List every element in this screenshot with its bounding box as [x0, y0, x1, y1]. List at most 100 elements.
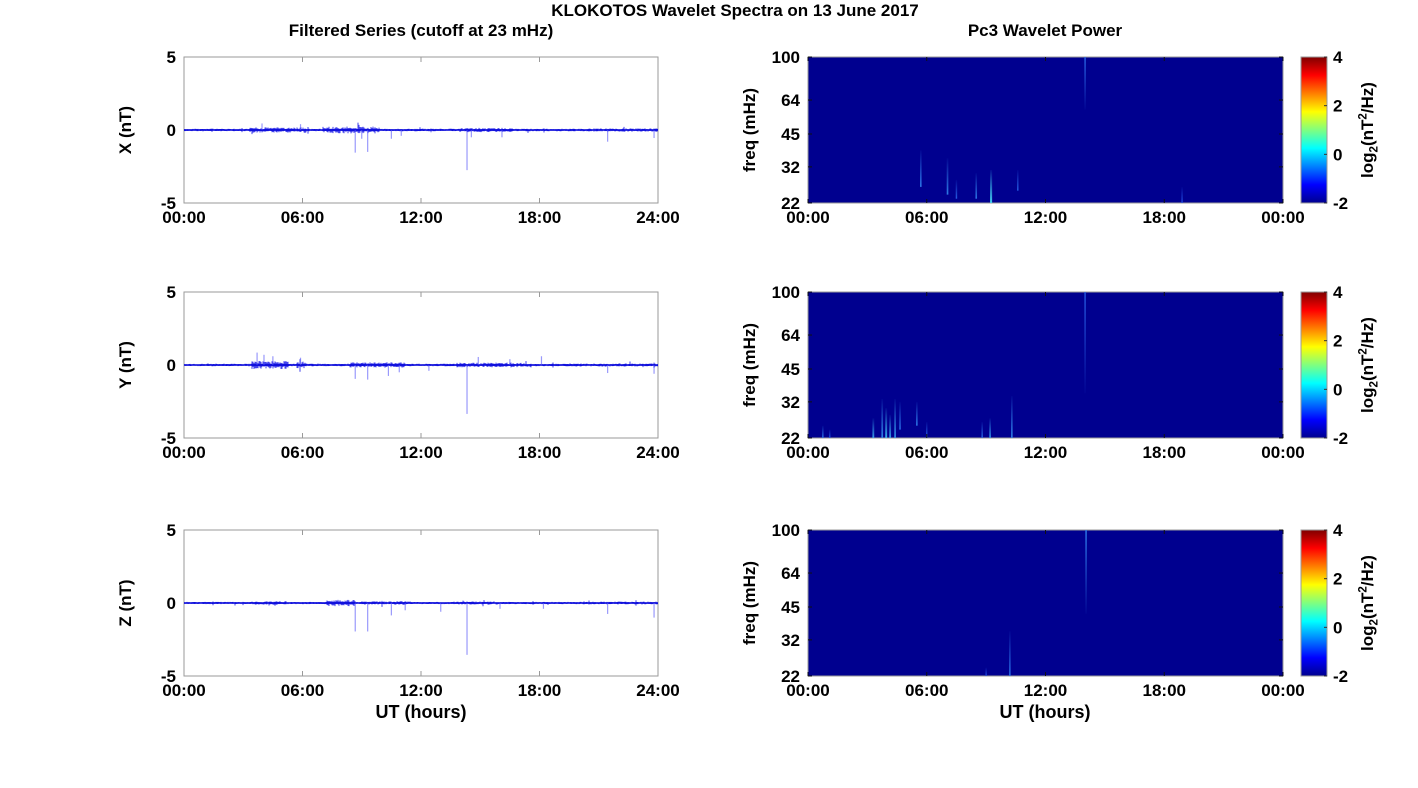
x-tick-labels: 00:00 06:00 12:00 18:00 00:00 [786, 681, 1304, 700]
panel-y-filtered-series: 00:00 06:00 12:00 18:00 24:00 5 0 -5 [161, 283, 680, 462]
panel-z-filtered-series: 00:00 06:00 12:00 18:00 24:00 5 0 -5 [161, 521, 680, 700]
panel-z-wavelet-power: 00:00 06:00 12:00 18:00 00:00 100 64 45 32 22 [772, 521, 1305, 700]
svg-text:0: 0 [1333, 618, 1342, 637]
y-tick-labels: 5 0 -5 [161, 283, 176, 448]
svg-text:18:00: 18:00 [518, 681, 561, 700]
colorbar-label-2: log2(nT2/Hz) [1357, 317, 1381, 413]
svg-text:00:00: 00:00 [786, 208, 829, 227]
freq-axis-label-2: freq (mHz) [740, 322, 759, 408]
spike-lines [354, 603, 655, 655]
svg-text:12:00: 12:00 [399, 208, 442, 227]
colorbar: 4 2 0 -2 [1300, 283, 1348, 448]
wavelet-streaks [920, 57, 1183, 203]
svg-text:00:00: 00:00 [162, 443, 205, 462]
svg-text:18:00: 18:00 [1143, 443, 1186, 462]
svg-text:12:00: 12:00 [1024, 208, 1067, 227]
right-column-title: Pc3 Wavelet Power [967, 21, 1123, 40]
svg-text:0: 0 [167, 594, 176, 613]
svg-text:00:00: 00:00 [162, 681, 205, 700]
svg-text:06:00: 06:00 [281, 208, 324, 227]
x-tick-labels: 00:00 06:00 12:00 18:00 00:00 [786, 208, 1304, 227]
colorbar-label-1: log2(nT2/Hz) [1357, 82, 1381, 178]
svg-text:32: 32 [781, 158, 800, 177]
svg-text:0: 0 [1333, 145, 1342, 164]
svg-text:24:00: 24:00 [636, 443, 679, 462]
svg-text:32: 32 [781, 631, 800, 650]
svg-text:2: 2 [1333, 97, 1342, 116]
svg-text:18:00: 18:00 [518, 208, 561, 227]
svg-text:100: 100 [772, 521, 800, 540]
svg-text:06:00: 06:00 [281, 681, 324, 700]
svg-text:-5: -5 [161, 667, 176, 686]
svg-text:64: 64 [781, 564, 800, 583]
panel-x-wavelet-power: 00:00 06:00 12:00 18:00 00:00 100 64 45 32 22 [772, 48, 1305, 227]
svg-text:5: 5 [167, 48, 176, 67]
left-column-title: Filtered Series (cutoff at 23 mHz) [288, 21, 554, 40]
x-tick-labels: 00:00 06:00 12:00 18:00 24:00 [162, 443, 679, 462]
svg-text:22: 22 [781, 667, 800, 686]
spike-lines [261, 123, 655, 171]
svg-text:18:00: 18:00 [1143, 208, 1186, 227]
freq-axis-label-3: freq (mHz) [740, 560, 759, 646]
svg-text:24:00: 24:00 [636, 681, 679, 700]
wavelet-streaks [822, 292, 1086, 438]
x-tick-labels: 00:00 06:00 12:00 18:00 24:00 [162, 681, 679, 700]
svg-text:-5: -5 [161, 429, 176, 448]
svg-text:2: 2 [1333, 570, 1342, 589]
svg-text:18:00: 18:00 [518, 443, 561, 462]
svg-text:64: 64 [781, 91, 800, 110]
svg-text:00:00: 00:00 [1261, 443, 1304, 462]
svg-text:100: 100 [772, 48, 800, 67]
svg-text:45: 45 [781, 598, 800, 617]
svg-text:12:00: 12:00 [399, 681, 442, 700]
colorbar-tick-labels: 4 2 0 -2 [1333, 521, 1348, 686]
colorbar-label-3: log2(nT2/Hz) [1357, 555, 1381, 651]
freq-tick-labels: 100 64 45 32 22 [772, 521, 801, 686]
svg-text:-5: -5 [161, 194, 176, 213]
noise-trace [184, 599, 658, 607]
figure-title: KLOKOTOS Wavelet Spectra on 13 June 2017 [551, 1, 919, 20]
y-axis-label-x: X (nT) [116, 105, 135, 155]
wavelet-streaks [985, 530, 1087, 676]
freq-tick-labels: 100 64 45 32 22 [772, 283, 801, 448]
freq-tick-labels: 100 64 45 32 22 [772, 48, 801, 213]
svg-text:0: 0 [167, 356, 176, 375]
svg-text:-2: -2 [1333, 667, 1348, 686]
y-tick-labels: 5 0 -5 [161, 48, 176, 213]
svg-text:22: 22 [781, 194, 800, 213]
svg-text:32: 32 [781, 393, 800, 412]
colorbar-tick-labels: 4 2 0 -2 [1333, 48, 1348, 213]
svg-text:12:00: 12:00 [1024, 681, 1067, 700]
y-axis-label-z: Z (nT) [116, 579, 135, 627]
svg-text:00:00: 00:00 [162, 208, 205, 227]
svg-text:06:00: 06:00 [905, 208, 948, 227]
svg-text:12:00: 12:00 [399, 443, 442, 462]
panel-x-filtered-series: 00:00 06:00 12:00 18:00 24:00 5 0 -5 [161, 48, 680, 227]
colorbar-tick-labels: 4 2 0 -2 [1333, 283, 1348, 448]
colorbar: 4 2 0 -2 [1300, 521, 1348, 686]
svg-text:-2: -2 [1333, 429, 1348, 448]
svg-text:4: 4 [1333, 521, 1343, 540]
svg-text:00:00: 00:00 [1261, 208, 1304, 227]
svg-text:06:00: 06:00 [905, 443, 948, 462]
svg-text:12:00: 12:00 [1024, 443, 1067, 462]
noise-trace [184, 122, 658, 135]
svg-text:4: 4 [1333, 283, 1343, 302]
x-axis-label-left: UT (hours) [375, 702, 467, 722]
svg-text:00:00: 00:00 [786, 443, 829, 462]
svg-text:-2: -2 [1333, 194, 1348, 213]
svg-text:18:00: 18:00 [1143, 681, 1186, 700]
svg-text:45: 45 [781, 125, 800, 144]
y-tick-labels: 5 0 -5 [161, 521, 176, 686]
y-axis-label-y: Y (nT) [116, 341, 135, 389]
freq-axis-label-1: freq (mHz) [740, 87, 759, 173]
svg-text:5: 5 [167, 521, 176, 540]
svg-text:45: 45 [781, 360, 800, 379]
x-tick-labels: 00:00 06:00 12:00 18:00 24:00 [162, 208, 679, 227]
svg-text:4: 4 [1333, 48, 1343, 67]
x-axis-label-right: UT (hours) [999, 702, 1091, 722]
svg-text:0: 0 [167, 121, 176, 140]
svg-text:100: 100 [772, 283, 800, 302]
svg-text:5: 5 [167, 283, 176, 302]
